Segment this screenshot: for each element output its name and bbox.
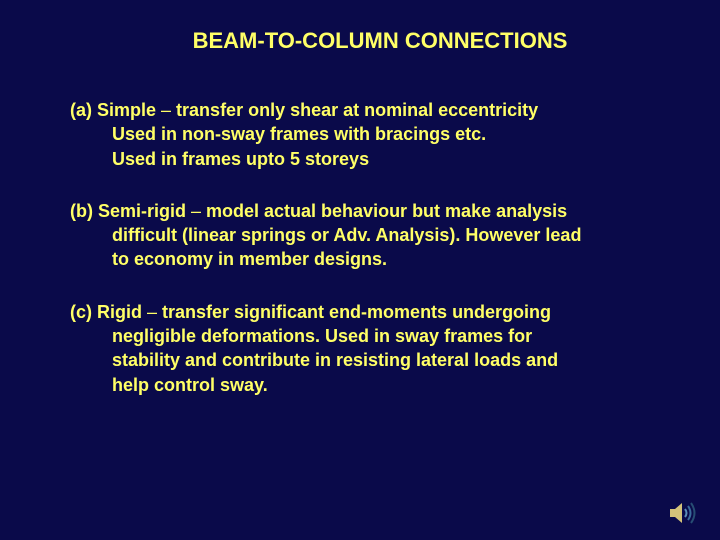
item-continuation: Used in frames upto 5 storeys [112,149,369,169]
list-item: (a) Simple – transfer only shear at nomi… [70,98,650,171]
slide-title: BEAM-TO-COLUMN CONNECTIONS [110,28,650,54]
item-continuation: difficult (linear springs or Adv. Analys… [112,225,581,245]
list-item: (b) Semi-rigid – model actual behaviour … [70,199,650,272]
item-text: model actual behaviour but make analysis [206,201,567,221]
slide-container: BEAM-TO-COLUMN CONNECTIONS (a) Simple – … [0,0,720,540]
item-continuation: stability and contribute in resisting la… [112,350,558,370]
list-item: (c) Rigid – transfer significant end-mom… [70,300,650,397]
item-continuation: to economy in member designs. [112,249,387,269]
sound-icon [670,502,698,524]
item-label: (c) Rigid [70,302,142,322]
item-label: (b) Semi-rigid [70,201,186,221]
item-text: transfer significant end-moments undergo… [162,302,551,322]
item-text: transfer only shear at nominal eccentric… [176,100,538,120]
item-continuation: Used in non-sway frames with bracings et… [112,124,486,144]
item-dash: – [142,302,162,322]
item-continuation: help control sway. [112,375,268,395]
item-continuation: negligible deformations. Used in sway fr… [112,326,532,346]
item-label: (a) Simple [70,100,156,120]
item-dash: – [186,201,206,221]
item-dash: – [156,100,176,120]
